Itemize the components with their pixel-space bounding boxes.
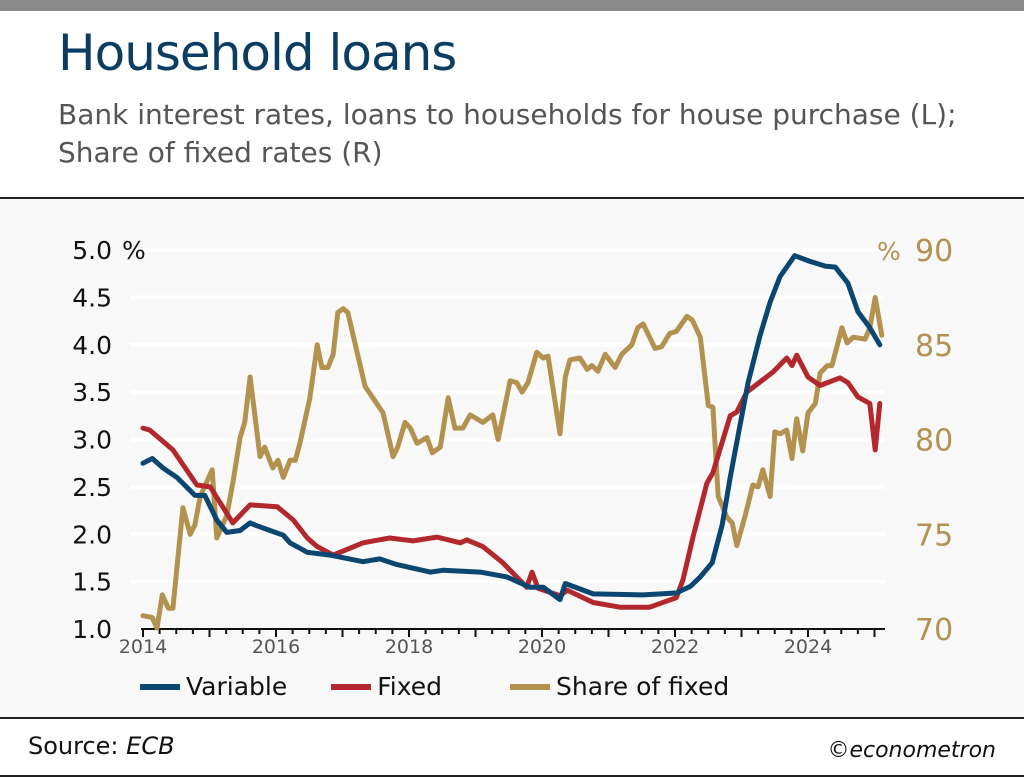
top-bar xyxy=(0,0,1024,11)
legend-item-variable: Variable xyxy=(140,672,287,701)
legend-item-fixed: Fixed xyxy=(331,672,442,701)
y-tick-right: 70 xyxy=(915,613,953,648)
y-tick-right: 85 xyxy=(915,329,953,364)
source-name: ECB xyxy=(126,732,175,760)
legend-label-variable: Variable xyxy=(186,672,288,701)
legend-label-fixed: Fixed xyxy=(377,672,443,701)
y-tick-left: 5.0 xyxy=(72,236,112,265)
y-tick-left: 3.5 xyxy=(72,378,112,407)
series-line-variable xyxy=(140,253,883,603)
bottom-line xyxy=(0,775,1024,777)
y-tick-left: 2.0 xyxy=(72,520,112,549)
x-tick-label: 2022 xyxy=(651,636,699,658)
credit: ©econometron xyxy=(827,738,996,763)
source-label: Source: xyxy=(28,732,127,760)
y-tick-left: 2.5 xyxy=(72,473,112,502)
legend-item-share: Share of fixed xyxy=(510,672,729,701)
footer-divider xyxy=(0,717,1024,719)
y-tick-right: 90 xyxy=(915,234,953,269)
y-tick-left: 3.0 xyxy=(72,426,112,455)
y-tick-left: 4.5 xyxy=(72,283,112,312)
x-tick-label: 2024 xyxy=(784,636,832,658)
chart-title: Household loans xyxy=(58,24,457,82)
x-tick-label: 2014 xyxy=(119,636,167,658)
y-tick-right: 80 xyxy=(915,424,953,459)
x-tick-label: 2020 xyxy=(518,636,566,658)
series-line-share-of-fixed xyxy=(140,294,885,631)
chart-area xyxy=(0,199,1024,718)
x-tick-label: 2016 xyxy=(252,636,300,658)
y-tick-left: 1.0 xyxy=(72,615,112,644)
y-unit-left: % xyxy=(122,236,146,265)
x-tick-label: 2018 xyxy=(385,636,433,658)
legend-swatch-share xyxy=(510,683,551,690)
y-tick-left: 1.5 xyxy=(72,568,112,597)
legend-swatch-variable xyxy=(140,683,180,690)
header-divider xyxy=(0,197,1024,199)
chart-subtitle: Bank interest rates, loans to households… xyxy=(58,98,957,169)
y-tick-right: 75 xyxy=(915,518,953,553)
legend: Variable Fixed Share of fixed xyxy=(140,672,729,701)
y-tick-left: 4.0 xyxy=(72,331,112,360)
source-note: Source: ECB xyxy=(28,732,175,760)
legend-label-share: Share of fixed xyxy=(556,672,730,701)
legend-swatch-fixed xyxy=(331,683,372,690)
y-unit-right: % xyxy=(877,237,901,266)
